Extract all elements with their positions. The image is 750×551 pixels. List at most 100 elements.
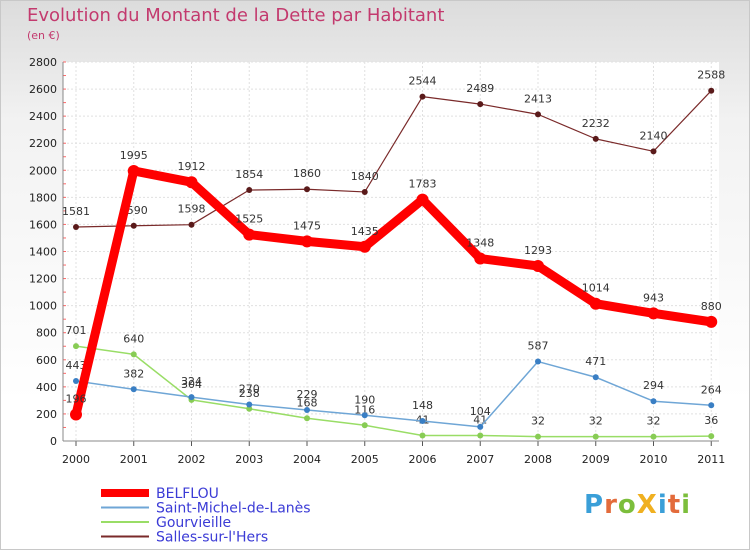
y-tick-label: 1000 [29, 300, 57, 313]
data-label: 168 [297, 396, 318, 409]
data-point [650, 148, 657, 155]
data-point [127, 164, 140, 177]
data-point [185, 176, 198, 189]
data-label: 2140 [640, 129, 668, 142]
data-point [361, 422, 368, 429]
data-point [361, 412, 368, 419]
data-point [532, 259, 544, 272]
data-label: 116 [354, 403, 375, 416]
data-label: 1995 [120, 149, 148, 162]
data-point [419, 432, 426, 439]
y-tick-label: 1400 [29, 246, 57, 259]
data-label: 1014 [582, 282, 610, 295]
data-label: 1435 [351, 225, 379, 238]
data-label: 196 [66, 392, 87, 405]
data-label: 36 [704, 414, 718, 427]
data-label: 943 [643, 291, 664, 304]
data-point [130, 386, 137, 393]
data-point [73, 378, 79, 385]
data-label: 264 [701, 383, 722, 396]
data-label: 640 [123, 332, 144, 345]
legend-label: Salles-sur-l'Hers [156, 530, 268, 546]
series-line [71, 166, 716, 419]
data-label: 1783 [409, 178, 437, 191]
data-point [304, 415, 310, 422]
data-point [188, 221, 195, 228]
proxiti-logo: ProXiti [584, 490, 692, 520]
data-label: 471 [585, 355, 606, 368]
data-point [188, 394, 195, 401]
x-tick-label: 2001 [120, 453, 148, 466]
chart-title: Evolution du Montant de la Dette par Hab… [27, 5, 445, 26]
data-point [304, 186, 310, 193]
data-label: 587 [528, 340, 549, 353]
data-label: 2232 [582, 117, 610, 130]
data-point [647, 307, 660, 320]
x-tick-label: 2006 [409, 453, 437, 466]
x-tick-label: 2007 [466, 453, 494, 466]
y-tick-label: 2400 [29, 110, 57, 123]
series-line [75, 345, 712, 438]
data-label: 294 [643, 379, 664, 392]
data-label: 1598 [178, 203, 206, 216]
y-tick-label: 2200 [29, 137, 57, 150]
data-point [243, 228, 256, 241]
data-label: 304 [181, 378, 202, 391]
data-point [70, 408, 82, 421]
y-tick-label: 1200 [29, 273, 57, 286]
y-tick-label: 800 [36, 327, 57, 340]
data-point [73, 224, 79, 231]
data-label: 32 [647, 415, 661, 428]
data-label: 1912 [178, 160, 206, 173]
y-tick-label: 200 [36, 408, 57, 421]
data-point [246, 405, 253, 412]
data-point [130, 351, 137, 358]
x-tick-label: 2004 [293, 453, 321, 466]
data-point [535, 358, 541, 365]
data-point [246, 401, 253, 408]
data-label: 1581 [62, 205, 90, 218]
data-point [650, 398, 657, 405]
data-point [477, 101, 484, 108]
chart-subtitle: (en €) [27, 29, 60, 42]
x-tick-label: 2010 [640, 453, 668, 466]
y-tick-label: 600 [36, 354, 57, 367]
data-label: 2489 [466, 82, 494, 95]
x-tick-label: 2002 [178, 453, 206, 466]
y-tick-label: 400 [36, 381, 57, 394]
y-tick-label: 1800 [29, 191, 57, 204]
data-label: 1840 [351, 170, 379, 183]
data-label: 148 [412, 399, 433, 412]
x-tick-label: 2008 [524, 453, 552, 466]
data-label: 104 [470, 405, 491, 418]
data-point [419, 93, 426, 100]
data-point [535, 111, 541, 118]
data-point [130, 222, 137, 229]
series-line [75, 360, 712, 428]
data-point [535, 433, 541, 440]
data-point [474, 252, 487, 265]
data-label: 324 [181, 375, 202, 388]
data-point [708, 433, 715, 440]
data-point [477, 423, 484, 430]
data-point [589, 297, 602, 310]
data-label: 443 [66, 359, 87, 372]
data-point [708, 87, 715, 94]
data-point [358, 240, 371, 253]
data-label: 1860 [293, 167, 321, 180]
data-point [246, 187, 253, 194]
data-label: 1854 [235, 168, 263, 181]
y-tick-label: 0 [50, 435, 57, 448]
legend-label: BELFLOU [156, 486, 219, 502]
data-point [708, 402, 715, 409]
legend-label: Gourvieille [156, 515, 231, 531]
data-label: 2413 [524, 92, 552, 105]
x-tick-label: 2000 [62, 453, 90, 466]
y-tick-label: 2600 [29, 83, 57, 96]
legend-label: Saint-Michel-de-Lanès [156, 501, 311, 517]
data-label: 190 [354, 393, 375, 406]
data-label: 701 [66, 324, 87, 337]
y-tick-label: 2000 [29, 164, 57, 177]
data-label: 229 [297, 388, 318, 401]
